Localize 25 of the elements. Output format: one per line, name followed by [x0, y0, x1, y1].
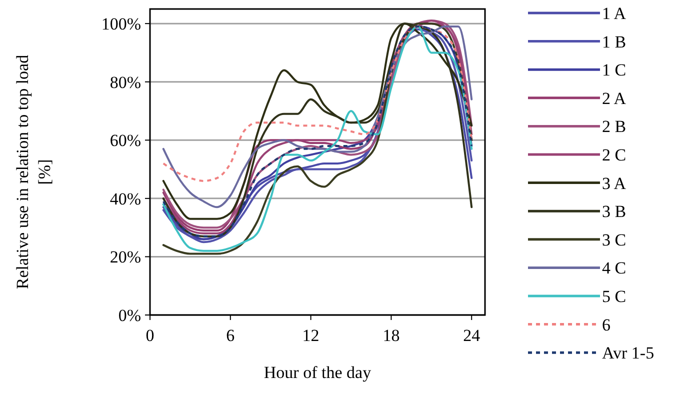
legend-label: 2 A — [602, 88, 627, 108]
x-tick-label: 18 — [382, 326, 400, 345]
y-tick-label: 80% — [110, 72, 141, 92]
legend-label: 3 A — [602, 174, 627, 193]
legend-label: 1 C — [602, 60, 626, 80]
y-tick-label: 0% — [118, 306, 141, 325]
legend-label: 3 C — [602, 230, 626, 250]
legend-label: 2 C — [602, 146, 626, 164]
legend-label: 3 B — [602, 202, 626, 222]
legend-label: 5 C — [602, 287, 626, 306]
x-tick-label: 0 — [146, 326, 154, 345]
y-tick-label: 60% — [110, 131, 141, 150]
y-axis-title: Relative use in relation to top load [%] — [13, 54, 54, 290]
legend-label: 1 A — [602, 4, 627, 23]
legend-label: 4 C — [602, 258, 626, 278]
y-tick-label: 100% — [101, 14, 141, 34]
x-tick-label: 24 — [463, 326, 481, 345]
legend-label: 1 B — [602, 32, 626, 52]
y-tick-label: 20% — [110, 248, 141, 267]
x-tick-label: 12 — [302, 326, 320, 345]
y-tick-label: 40% — [110, 189, 141, 208]
x-tick-label: 6 — [226, 326, 235, 345]
legend-label: Avr 1-5 — [602, 344, 654, 363]
x-axis-title: Hour of the day — [264, 363, 372, 382]
legend-label: 2 B — [602, 117, 626, 136]
